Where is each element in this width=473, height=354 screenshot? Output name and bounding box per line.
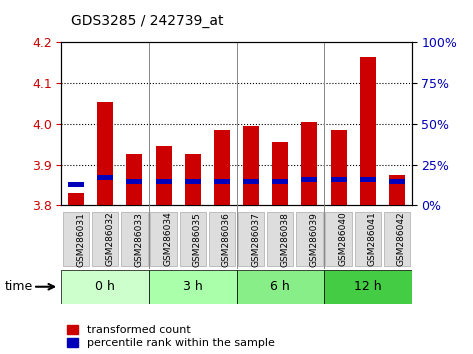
Bar [156,179,172,184]
Text: GSM286032: GSM286032 [105,212,114,267]
Bar [272,142,288,205]
FancyBboxPatch shape [355,212,381,266]
Text: GSM286034: GSM286034 [164,212,173,267]
Bar [389,175,405,205]
Text: 6 h: 6 h [271,280,290,293]
Bar [331,177,347,182]
FancyBboxPatch shape [61,270,149,304]
Bar [68,182,84,187]
Bar [214,179,230,184]
Text: 0 h: 0 h [95,280,115,293]
Text: GSM286037: GSM286037 [251,212,260,267]
FancyBboxPatch shape [236,270,324,304]
FancyBboxPatch shape [180,212,206,266]
FancyBboxPatch shape [150,212,177,266]
Bar [331,130,347,205]
FancyBboxPatch shape [324,270,412,304]
Text: time: time [5,280,33,293]
FancyBboxPatch shape [63,212,89,266]
Bar [360,57,376,205]
Bar [272,179,288,184]
FancyBboxPatch shape [121,212,148,266]
FancyBboxPatch shape [92,212,118,266]
Text: GSM286041: GSM286041 [368,212,377,267]
Bar [97,102,113,205]
Bar [126,179,142,184]
Bar [301,177,317,182]
Text: GSM286038: GSM286038 [280,212,289,267]
Bar [68,193,84,205]
Text: GSM286042: GSM286042 [397,212,406,266]
Bar [214,130,230,205]
FancyBboxPatch shape [149,270,236,304]
FancyBboxPatch shape [267,212,293,266]
Bar [301,122,317,205]
Text: GSM286031: GSM286031 [76,212,85,267]
Bar [243,179,259,184]
FancyBboxPatch shape [209,212,235,266]
Bar [97,175,113,180]
Bar [185,179,201,184]
Text: 3 h: 3 h [183,280,202,293]
Text: GDS3285 / 242739_at: GDS3285 / 242739_at [71,14,223,28]
Bar [360,177,376,182]
Text: 12 h: 12 h [354,280,382,293]
FancyBboxPatch shape [296,212,323,266]
Text: GSM286035: GSM286035 [193,212,202,267]
Text: GSM286040: GSM286040 [339,212,348,267]
FancyBboxPatch shape [238,212,264,266]
Text: GSM286033: GSM286033 [134,212,143,267]
FancyBboxPatch shape [325,212,352,266]
Bar [389,179,405,184]
FancyBboxPatch shape [384,212,410,266]
Text: GSM286036: GSM286036 [222,212,231,267]
Bar [126,154,142,205]
Text: GSM286039: GSM286039 [309,212,318,267]
Bar [156,146,172,205]
Legend: transformed count, percentile rank within the sample: transformed count, percentile rank withi… [67,325,275,348]
Bar [185,154,201,205]
Bar [243,126,259,205]
